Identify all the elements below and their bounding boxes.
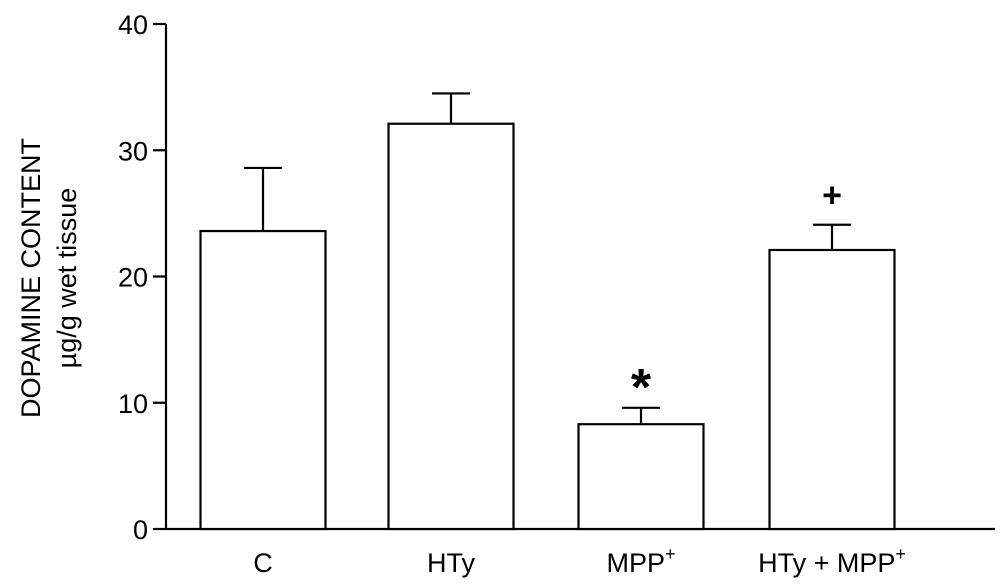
y-tick-label: 20: [118, 263, 148, 293]
bars: *+: [199, 92, 896, 531]
significance-asterisk: *: [631, 359, 652, 417]
y-axis-label-group: DOPAMINE CONTENT µg/g wet tissue: [16, 138, 82, 418]
bar: [768, 248, 896, 531]
y-tick-label: 0: [133, 515, 148, 545]
y-ticks: 0 10 20 30 40: [118, 10, 166, 545]
bar: [387, 122, 515, 531]
x-tick-label: MPP+: [606, 544, 675, 578]
y-axis-label-units: µg/g wet tissue: [52, 188, 82, 369]
bar: [577, 423, 705, 531]
y-tick-label: 30: [118, 136, 148, 166]
x-tick-labels: C HTy MPP+ HTy + MPP+: [253, 544, 906, 578]
bar: [199, 229, 327, 531]
x-tick-label: C: [253, 548, 273, 578]
x-tick-label: HTy + MPP+: [758, 544, 906, 578]
x-tick-label: HTy: [427, 548, 476, 578]
y-axis-label: DOPAMINE CONTENT: [16, 138, 46, 418]
significance-plus: +: [822, 177, 842, 215]
y-tick-label: 10: [118, 389, 148, 419]
y-tick-label: 40: [118, 10, 148, 40]
